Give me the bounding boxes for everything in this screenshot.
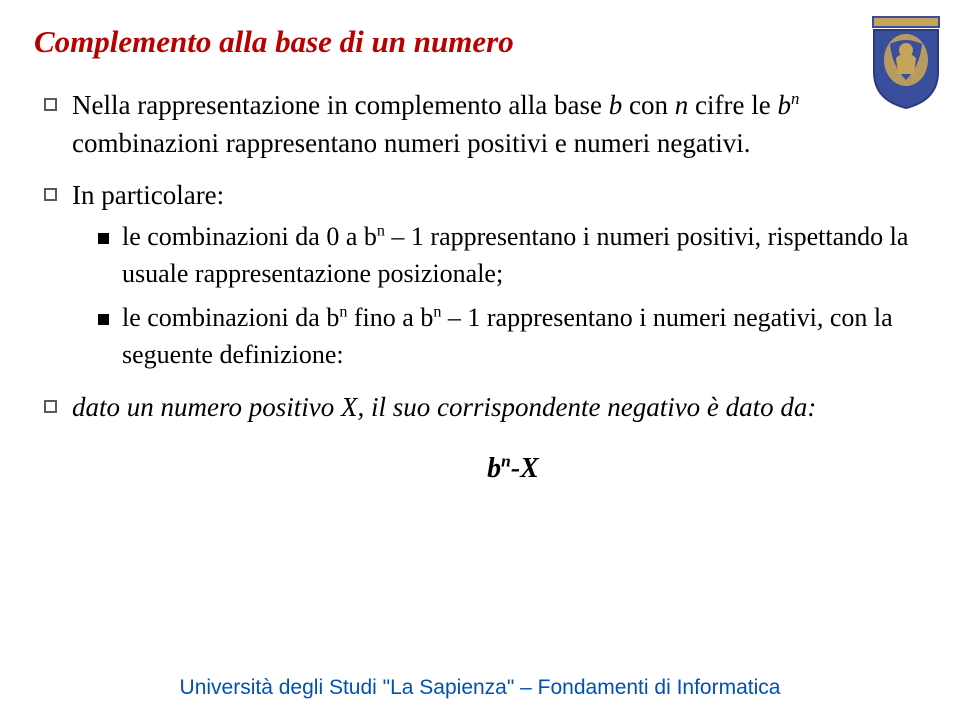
sub-bullet-list: le combinazioni da 0 a bn – 1 rappresent…: [72, 219, 926, 375]
var-b: b: [609, 90, 623, 120]
text: con: [622, 90, 674, 120]
slide-footer: Università degli Studi "La Sapienza" – F…: [0, 676, 960, 700]
bullet-list: Nella rappresentazione in complemento al…: [34, 86, 926, 489]
text: combinazioni rappresentano numeri positi…: [72, 128, 751, 158]
formula-b: b: [487, 453, 501, 484]
formula: bn-X: [72, 449, 926, 489]
text: le combinazioni da b: [122, 303, 339, 332]
bullet-item: In particolare: le combinazioni da 0 a b…: [44, 176, 926, 374]
slide: Complemento alla base di un numero Nella…: [0, 0, 960, 714]
text: Nella rappresentazione in complemento al…: [72, 90, 609, 120]
text: le combinazioni da 0 a b: [122, 222, 377, 251]
slide-title: Complemento alla base di un numero: [34, 24, 926, 60]
bullet-item: Nella rappresentazione in complemento al…: [44, 86, 926, 163]
formula-exp: n: [501, 451, 511, 470]
text: cifre le: [688, 90, 777, 120]
text: fino a b: [347, 303, 433, 332]
exp-n: n: [377, 222, 385, 239]
sub-bullet-item: le combinazioni da 0 a bn – 1 rappresent…: [98, 219, 926, 293]
sub-bullet-item: le combinazioni da bn fino a bn – 1 rapp…: [98, 300, 926, 374]
exp-n: n: [791, 89, 799, 108]
formula-post: -X: [511, 453, 539, 484]
text: dato un numero positivo X, il suo corris…: [72, 392, 816, 422]
var-n: n: [675, 90, 689, 120]
var-b: b: [777, 90, 791, 120]
bullet-item: dato un numero positivo X, il suo corris…: [44, 388, 926, 488]
text: In particolare:: [72, 180, 224, 210]
